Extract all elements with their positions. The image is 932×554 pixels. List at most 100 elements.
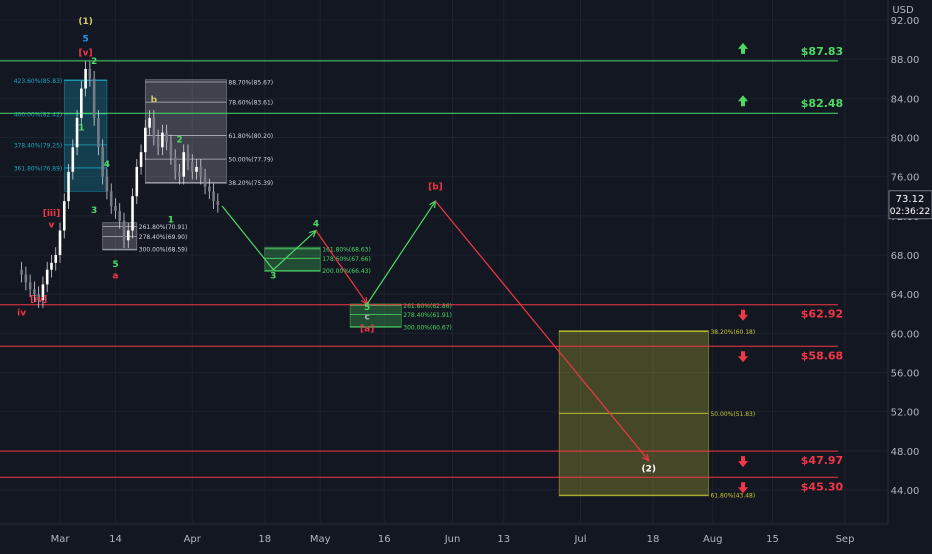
candle-body [199,166,203,177]
candle-body [24,274,28,283]
level-label: $62.92 [801,308,843,321]
candle-body [148,117,151,128]
fib-level-label: 88.70%(85.67) [228,79,273,86]
fib-level-label: 423.60%(85.83) [14,78,63,85]
x-tick-label: Apr [184,534,202,545]
candle-body [114,206,117,211]
fib-level-label: 300.00%(68.59) [139,247,188,254]
candle-body [161,132,164,148]
fib-level-label: 61.80%(80.20) [228,133,273,140]
candle-body [203,176,207,187]
fib-level-label: 300.00%(60.67) [403,324,452,331]
wave-label: 3 [91,206,97,216]
wave-label: b [151,95,158,105]
wave-label: 1 [78,124,84,134]
x-tick-label: 13 [497,534,510,545]
candle-body [152,117,156,138]
level-label: $87.83 [801,45,843,58]
candle-body [50,262,53,270]
wave-label: 4 [104,160,110,170]
down-arrow-icon [738,456,748,468]
candle-body [105,176,109,192]
wave-label: [b] [428,182,443,192]
wave-label: 5 [364,303,370,313]
fib-level-label: 61.80%(43.48) [710,493,755,500]
up-arrow-icon [738,42,748,54]
x-tick-label: 18 [258,534,271,545]
fib-box [144,79,227,184]
wave-label: 4 [313,220,319,230]
wave-label: c [365,313,370,323]
y-tick-label: 68.00 [891,251,920,262]
x-tick-label: May [310,534,331,545]
candle-body [122,220,126,241]
x-tick-label: Jul [573,534,586,545]
candle-body [58,230,62,255]
candle-body [20,269,23,275]
wave-label: 1 [168,216,174,226]
level-label: $45.30 [801,480,844,493]
candle-body [84,68,87,89]
fib-box [349,303,402,328]
y-tick-label: 92.00 [891,16,920,27]
wave-label: [v] [79,48,93,58]
wave-label: 5 [82,35,88,45]
level-label: $47.97 [801,454,843,467]
fib-boxes: 423.60%(85.83) 400.00%(82.42) 378.40%(79.2… [14,78,756,500]
candle-body [75,117,79,148]
wave-label: [a] [360,324,374,334]
fib-level-label: 361.80%(76.89) [14,165,63,172]
x-tick-label: 16 [378,534,391,545]
y-tick-label: 52.00 [891,408,920,419]
candle-body [186,152,190,162]
time-axis: Mar 14 Apr 18 May 16 Jun 13 Jul 18 Aug 15 Sep [51,0,854,545]
fib-level-label: 50.00%(51.83) [710,411,755,418]
candle-body [54,255,58,263]
candle-body [37,294,40,301]
fib-box [63,79,108,192]
fib-level-label: 50.00%(77.79) [228,157,273,164]
x-tick-label: 18 [647,534,660,545]
wave-label: iv [17,309,26,319]
candle-body [190,161,194,172]
wave-label: a [112,272,118,282]
level-label: $58.68 [801,349,843,362]
fib-level-label: 261.80%(70.91) [139,224,188,231]
down-arrow-icon [738,482,748,494]
last-price-value: 73.12 [896,194,925,205]
y-tick-label: 84.00 [891,94,920,105]
down-arrow-icon [738,309,748,321]
fib-level-label: 161.80%(68.63) [322,246,371,253]
fib-level-label: 400.00%(82.42) [14,111,63,118]
projection-path [315,230,368,305]
last-price-box [888,190,932,220]
y-tick-label: 44.00 [891,486,920,497]
candle-body [62,201,66,231]
up-arrow-icon [738,95,748,107]
fib-level-label: 78.60%(83.61) [228,100,273,107]
level-label: $82.48 [801,97,843,110]
candle-body [97,117,100,148]
fib-level-label: 278.40%(61.91) [403,312,452,319]
x-tick-label: Jun [444,534,461,545]
candle-body [212,191,215,202]
y-tick-label: 56.00 [891,369,920,380]
candle-body [118,210,122,221]
candle-body [139,152,143,167]
candle-body [208,186,211,192]
candle-body [216,201,220,205]
fib-level-label: 38.20%(60.18) [710,329,755,336]
candle-body [195,166,198,172]
x-tick-label: 14 [109,534,122,545]
fib-level-label: 278.40%(69.90) [139,234,188,241]
candle-body [92,78,96,118]
candle-body [144,127,147,153]
projection-arrowhead [309,229,317,238]
projection-path [366,200,436,305]
projection-path [434,200,650,462]
fib-level-label: 178.60%(67.66) [322,256,371,263]
fib-level-label: 200.00%(66.43) [322,268,371,275]
